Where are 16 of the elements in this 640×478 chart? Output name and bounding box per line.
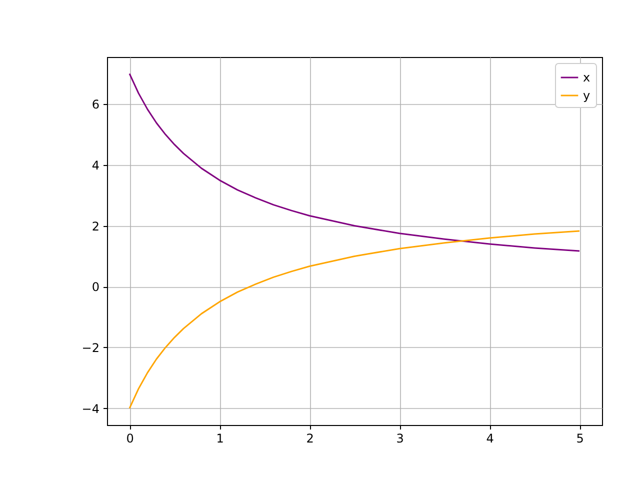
y-tick-label: −2 <box>82 340 100 355</box>
x-tick-label: 5 <box>576 432 584 446</box>
x-tick-label: 4 <box>486 432 494 446</box>
line-series <box>128 72 580 252</box>
y-tick-label: −4 <box>82 402 100 416</box>
x-tick-label: 0 <box>126 432 134 446</box>
x-tick-label: 2 <box>306 432 314 446</box>
y-tick-label: 2 <box>92 219 100 234</box>
legend-label: x <box>583 70 590 84</box>
x-tick-label: 3 <box>396 432 404 446</box>
x-tick-label: 1 <box>216 432 224 446</box>
y-tick-label: 6 <box>92 98 100 112</box>
y-tick-label: 0 <box>92 280 100 294</box>
legend-label: y <box>583 88 590 102</box>
line-series <box>128 230 580 410</box>
y-tick-label: 4 <box>92 158 100 172</box>
